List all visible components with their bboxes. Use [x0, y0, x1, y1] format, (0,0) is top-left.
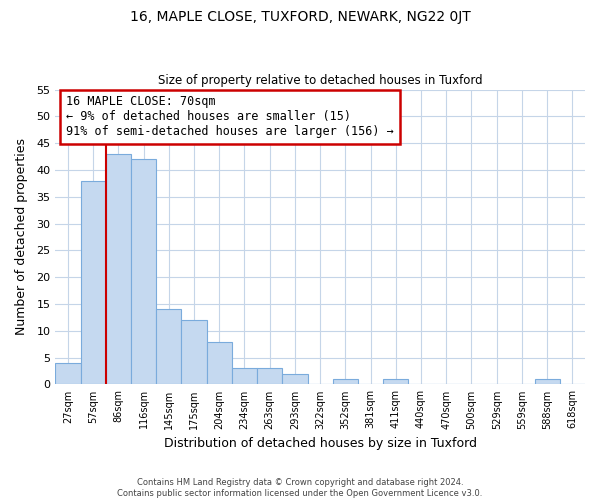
Y-axis label: Number of detached properties: Number of detached properties — [15, 138, 28, 336]
Bar — [232, 368, 257, 384]
Title: Size of property relative to detached houses in Tuxford: Size of property relative to detached ho… — [158, 74, 482, 87]
Bar — [181, 320, 206, 384]
Bar — [131, 160, 156, 384]
Bar — [206, 342, 232, 384]
Bar — [383, 379, 409, 384]
Bar — [80, 180, 106, 384]
Text: 16 MAPLE CLOSE: 70sqm
← 9% of detached houses are smaller (15)
91% of semi-detac: 16 MAPLE CLOSE: 70sqm ← 9% of detached h… — [66, 96, 394, 138]
Bar — [283, 374, 308, 384]
Text: 16, MAPLE CLOSE, TUXFORD, NEWARK, NG22 0JT: 16, MAPLE CLOSE, TUXFORD, NEWARK, NG22 0… — [130, 10, 470, 24]
Bar — [333, 379, 358, 384]
Bar — [106, 154, 131, 384]
Text: Contains HM Land Registry data © Crown copyright and database right 2024.
Contai: Contains HM Land Registry data © Crown c… — [118, 478, 482, 498]
Bar — [55, 363, 80, 384]
Bar — [535, 379, 560, 384]
Bar — [257, 368, 283, 384]
Bar — [156, 310, 181, 384]
X-axis label: Distribution of detached houses by size in Tuxford: Distribution of detached houses by size … — [164, 437, 476, 450]
